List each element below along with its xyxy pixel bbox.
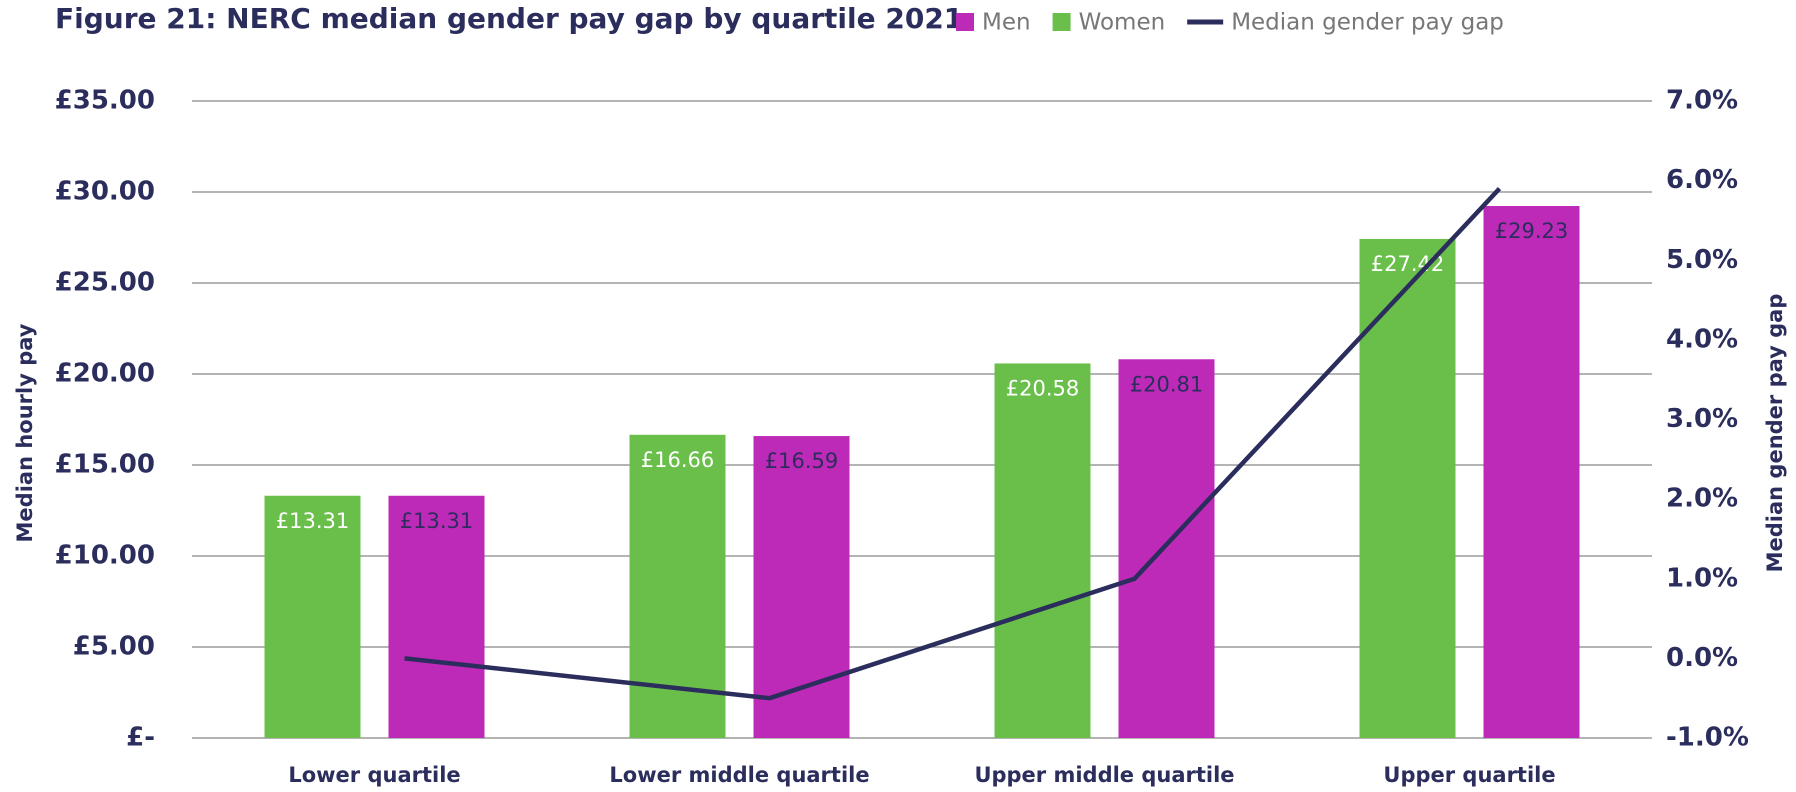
data-label: £16.59	[765, 449, 838, 473]
x-tick-label: Upper quartile	[1383, 763, 1555, 787]
data-label: £20.58	[1006, 376, 1079, 400]
y2-tick-label: 5.0%	[1666, 245, 1738, 275]
y-tick-label: £20.00	[55, 359, 155, 389]
y2-axis-title: Median gender pay gap	[1763, 294, 1787, 573]
y2-tick-label: 0.0%	[1666, 643, 1738, 673]
y2-tick-label: 4.0%	[1666, 324, 1738, 354]
y2-tick-label: 1.0%	[1666, 563, 1738, 593]
y-tick-label: £-	[126, 723, 155, 753]
legend-label: Men	[982, 10, 1031, 36]
x-tick-label: Upper middle quartile	[974, 763, 1234, 787]
bar	[753, 436, 850, 738]
legend-label: Women	[1079, 10, 1166, 36]
legend-label: Median gender pay gap	[1231, 10, 1504, 36]
y-tick-label: £5.00	[73, 632, 155, 662]
data-label: £20.81	[1130, 372, 1203, 396]
bar	[388, 495, 485, 738]
bar	[264, 495, 361, 738]
data-label: £16.66	[641, 448, 714, 472]
y-tick-label: £15.00	[55, 450, 155, 480]
line	[404, 187, 1502, 701]
data-label: £13.31	[276, 509, 349, 533]
y-tick-label: £10.00	[55, 541, 155, 571]
y2-tick-label: -1.0%	[1666, 723, 1749, 753]
y-tick-label: £25.00	[55, 268, 155, 298]
bar	[994, 363, 1091, 738]
y2-tick-label: 2.0%	[1666, 484, 1738, 514]
bar	[1118, 359, 1215, 738]
y2-tick-label: 3.0%	[1666, 404, 1738, 434]
data-label: £27.42	[1371, 252, 1444, 276]
data-label: £29.23	[1495, 219, 1568, 243]
legend-swatch	[956, 13, 974, 31]
y-axis-title: Median hourly pay	[13, 323, 37, 542]
data-label: £13.31	[400, 509, 473, 533]
y-tick-label: £35.00	[55, 86, 155, 116]
x-tick-label: Lower quartile	[288, 763, 460, 787]
bar	[1483, 206, 1580, 738]
legend-swatch	[1052, 13, 1071, 31]
bar	[1359, 238, 1456, 738]
y-tick-label: £30.00	[55, 177, 155, 207]
y2-tick-label: 7.0%	[1666, 86, 1738, 116]
x-tick-label: Lower middle quartile	[609, 763, 869, 787]
chart-title: Figure 21: NERC median gender pay gap by…	[55, 2, 963, 35]
y2-tick-label: 6.0%	[1666, 165, 1738, 195]
